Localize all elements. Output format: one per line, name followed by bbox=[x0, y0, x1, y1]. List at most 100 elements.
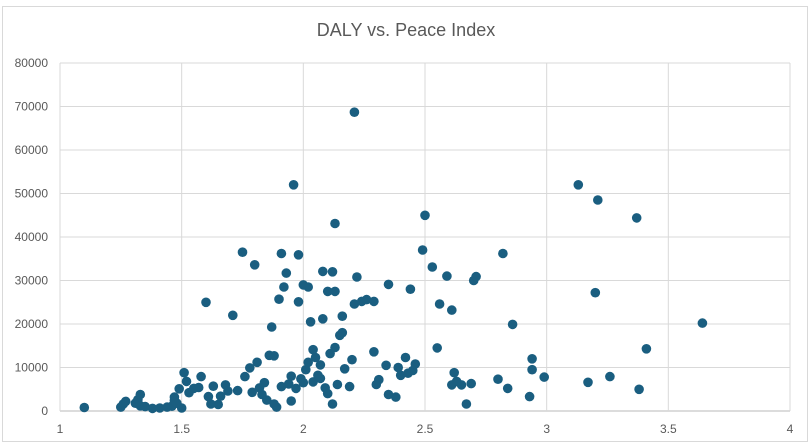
axis-tick-labels: 0 10000 20000 30000 40000 50000 60000 70000 8000… bbox=[15, 56, 794, 436]
data-points bbox=[79, 107, 708, 414]
x-tick-label: 1.5 bbox=[173, 422, 190, 436]
data-point bbox=[327, 267, 338, 277]
data-point bbox=[605, 371, 615, 382]
data-point bbox=[697, 318, 708, 328]
data-point bbox=[120, 396, 131, 407]
data-point bbox=[400, 352, 411, 363]
data-point bbox=[274, 294, 284, 305]
data-point bbox=[590, 287, 601, 298]
data-point bbox=[318, 314, 328, 324]
data-point bbox=[281, 268, 292, 278]
data-point bbox=[337, 311, 348, 322]
data-point bbox=[420, 210, 430, 221]
data-point bbox=[283, 379, 294, 389]
data-point bbox=[286, 371, 297, 382]
data-point bbox=[374, 374, 384, 385]
data-point bbox=[301, 364, 311, 375]
data-point bbox=[381, 360, 391, 371]
data-point bbox=[318, 266, 328, 277]
y-tick-label: 0 bbox=[41, 404, 48, 418]
data-point bbox=[232, 385, 243, 396]
data-point bbox=[456, 380, 467, 390]
data-point bbox=[573, 180, 584, 190]
data-point bbox=[247, 387, 257, 398]
data-point bbox=[245, 363, 255, 373]
y-tick-label: 40000 bbox=[15, 230, 49, 244]
data-point bbox=[593, 195, 603, 205]
x-tick-label: 2 bbox=[300, 422, 307, 436]
data-point bbox=[259, 377, 270, 388]
data-point bbox=[461, 399, 472, 409]
x-tick-label: 2.5 bbox=[417, 422, 434, 436]
data-point bbox=[252, 357, 262, 368]
data-point bbox=[539, 372, 549, 382]
data-point bbox=[305, 317, 316, 327]
data-point bbox=[303, 357, 314, 368]
x-tick-label: 1 bbox=[57, 422, 64, 436]
data-point bbox=[303, 282, 314, 292]
data-point bbox=[249, 260, 260, 270]
data-point bbox=[293, 297, 304, 307]
data-point bbox=[383, 279, 394, 290]
data-point bbox=[140, 401, 150, 412]
data-point bbox=[369, 347, 379, 357]
data-point bbox=[347, 354, 357, 365]
data-point bbox=[135, 389, 146, 400]
data-point bbox=[405, 284, 416, 295]
data-point bbox=[181, 376, 192, 387]
data-point bbox=[527, 354, 537, 364]
data-point bbox=[291, 383, 301, 394]
data-point bbox=[583, 377, 593, 388]
data-point bbox=[315, 360, 326, 370]
data-point bbox=[176, 403, 187, 413]
data-point bbox=[262, 395, 272, 405]
data-point bbox=[339, 364, 350, 374]
data-point bbox=[240, 371, 250, 382]
data-point bbox=[327, 399, 338, 409]
data-point bbox=[276, 381, 287, 392]
y-tick-label: 80000 bbox=[15, 56, 49, 70]
data-point bbox=[502, 383, 513, 394]
data-point bbox=[417, 245, 428, 255]
data-point bbox=[223, 386, 233, 396]
data-point bbox=[383, 389, 394, 400]
data-point bbox=[179, 367, 189, 378]
data-point bbox=[213, 399, 223, 410]
data-point bbox=[330, 342, 340, 353]
data-point bbox=[215, 391, 226, 402]
x-tick-label: 3 bbox=[543, 422, 550, 436]
data-point bbox=[322, 388, 333, 399]
data-point bbox=[315, 373, 326, 384]
data-point bbox=[196, 371, 206, 382]
gridlines bbox=[59, 62, 791, 412]
data-point bbox=[330, 218, 340, 229]
y-tick-label: 10000 bbox=[15, 361, 49, 375]
data-point bbox=[507, 319, 518, 330]
chart-frame bbox=[2, 6, 808, 442]
data-point bbox=[434, 299, 445, 309]
data-point bbox=[393, 362, 404, 373]
x-tick-label: 3.5 bbox=[660, 422, 677, 436]
data-point bbox=[344, 381, 355, 392]
data-point bbox=[286, 396, 297, 406]
data-point bbox=[208, 381, 219, 392]
data-point bbox=[310, 352, 321, 363]
data-point bbox=[634, 384, 644, 395]
y-tick-label: 30000 bbox=[15, 274, 49, 288]
data-point bbox=[155, 403, 165, 413]
data-point bbox=[228, 310, 238, 321]
data-point bbox=[641, 344, 652, 354]
data-point bbox=[349, 299, 360, 309]
data-point bbox=[410, 359, 421, 369]
data-point bbox=[298, 377, 309, 388]
data-point bbox=[337, 327, 348, 338]
data-point bbox=[293, 250, 304, 260]
data-point bbox=[395, 370, 406, 381]
data-point bbox=[271, 402, 282, 412]
y-tick-label: 50000 bbox=[15, 187, 49, 201]
data-point bbox=[269, 351, 279, 361]
data-point bbox=[447, 305, 457, 315]
data-point bbox=[276, 248, 287, 259]
data-point bbox=[279, 282, 289, 292]
data-point bbox=[391, 392, 401, 402]
